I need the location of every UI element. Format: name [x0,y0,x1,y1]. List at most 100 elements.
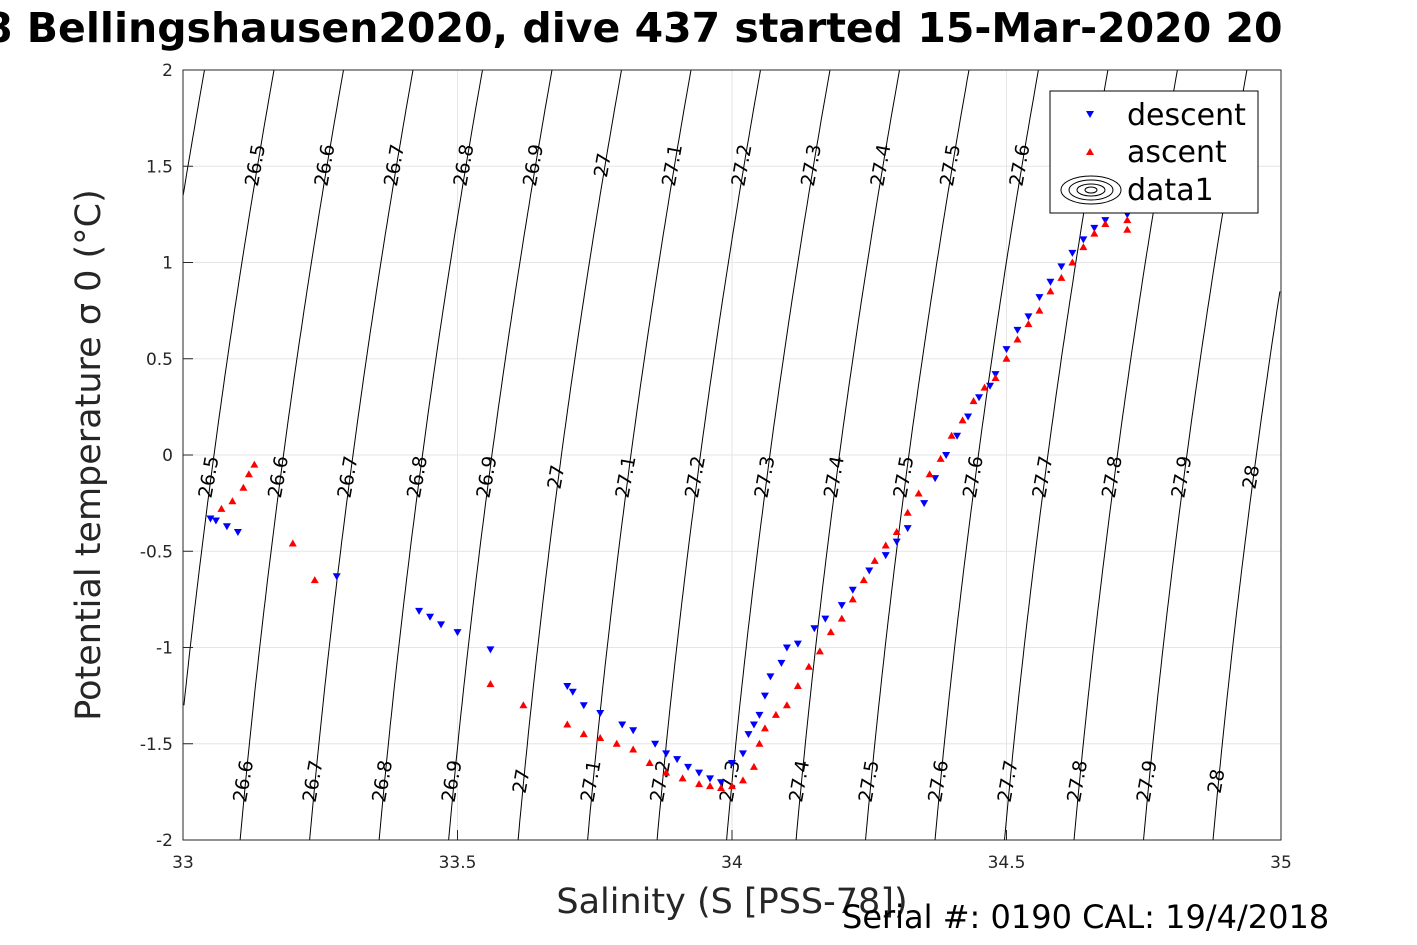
descent-point [881,552,890,560]
ascent-point [969,397,978,405]
ascent-point [755,739,764,747]
isopycnal-label: 26.5 [241,143,270,188]
ascent-point [936,454,945,462]
isopycnal-label: 27.5 [936,143,965,188]
descent-point [766,673,775,681]
ascent-point [749,762,758,770]
isopycnal-label: 27.4 [785,759,814,804]
ascent-point [859,576,868,584]
ascent-point [771,710,780,718]
isopycnal-label: 27.3 [797,143,826,188]
descent-point [579,702,588,710]
y-tick-label: 0.5 [146,350,173,370]
y-tick-label: -1.5 [140,735,173,755]
y-tick-label: 1.5 [146,157,173,177]
isopycnal-line [309,69,414,841]
ascent-point [925,470,934,478]
ascent-point [837,614,846,622]
legend-contour-icon [1060,175,1122,205]
descent-point [206,515,215,523]
descent-point [1090,224,1099,232]
ascent-point [958,416,967,424]
isopycnal-label: 26.6 [229,759,258,804]
ascent-point [815,647,824,655]
descent-point [717,779,726,787]
ascent-point [596,733,605,741]
isopycnal-label: 26.7 [380,143,409,188]
chart-title: 8 Bellingshausen2020, dive 437 started 1… [0,4,1283,52]
descent-point [1002,346,1011,354]
ascent-point [991,374,1000,381]
descent-point [596,709,605,717]
isopycnal-line [865,69,970,841]
ascent-point [519,701,528,709]
isopycnal-label: 26.9 [438,759,467,804]
ascent-point [1123,216,1132,224]
descent-point [1068,249,1077,257]
isopycnal-label: 27.1 [611,454,640,499]
descent-point [903,525,912,533]
ascent-point [563,720,572,728]
isopycnal-line [239,69,344,841]
isopycnal-label: 27.2 [681,454,710,499]
isopycnal-label: 27.6 [1005,143,1034,188]
descent-point [920,500,929,508]
descent-point [684,763,693,771]
isopycnal-line [1212,291,1281,841]
x-tick-label: 34.5 [988,853,1026,873]
ascent-point [881,541,890,549]
isopycnal-line [517,69,622,841]
isopycnal-label: 26.9 [519,143,548,188]
ascent-point [1024,320,1033,328]
ascent-point [217,504,226,512]
x-axis-label: Salinity (S [PSS-78]) [556,882,907,922]
y-tick-label: -0.5 [140,542,173,562]
ascent-point [760,724,769,732]
ascent-point [288,539,297,547]
ascent-point [1079,243,1088,251]
descent-point [706,775,715,783]
isopycnal-label: 27.1 [577,759,606,804]
isopycnal-line [934,69,1039,841]
descent-point [964,413,973,421]
ascent-point [903,508,912,516]
y-tick-label: -2 [156,831,173,851]
descent-point [1079,236,1088,244]
ascent-point [239,483,248,491]
isopycnal-label: 27.9 [1133,759,1162,804]
ascent-point [947,431,956,439]
ascent-point [717,784,726,792]
isopycnal-label: 26.8 [449,143,478,188]
ascent-point [728,782,736,790]
isopycnal-line [656,69,761,841]
isopycnal-label: 27.5 [855,759,884,804]
descent-point [673,756,682,764]
isopycnal-label: 27.8 [1063,759,1092,804]
ascent-point [892,528,901,535]
ascent-point [1101,220,1110,227]
ascent-point [310,576,319,584]
descent-point [744,731,753,739]
isopycnal-label: 26.9 [472,454,501,499]
ascent-point [1068,258,1077,266]
ascent-point [914,489,923,497]
isopycnal-label: 27.4 [866,143,895,188]
descent-point [755,711,764,719]
x-axis-ticks: 33 33.5 34 34.5 35 [172,830,1292,873]
ascent-point [804,662,813,670]
descent-point [1013,326,1022,334]
ascent-point [1057,273,1066,281]
ascent-point [848,595,857,603]
ascent-point [486,680,495,688]
descent-point [793,640,802,648]
legend-label: descent [1127,98,1246,133]
legend-ascent-marker [1086,148,1094,155]
x-tick-label: 35 [1270,853,1292,873]
ascent-point [579,730,588,738]
y-tick-label: 0 [162,446,173,466]
descent-point [662,750,671,758]
descent-point [892,538,901,546]
descent-point [821,615,830,623]
